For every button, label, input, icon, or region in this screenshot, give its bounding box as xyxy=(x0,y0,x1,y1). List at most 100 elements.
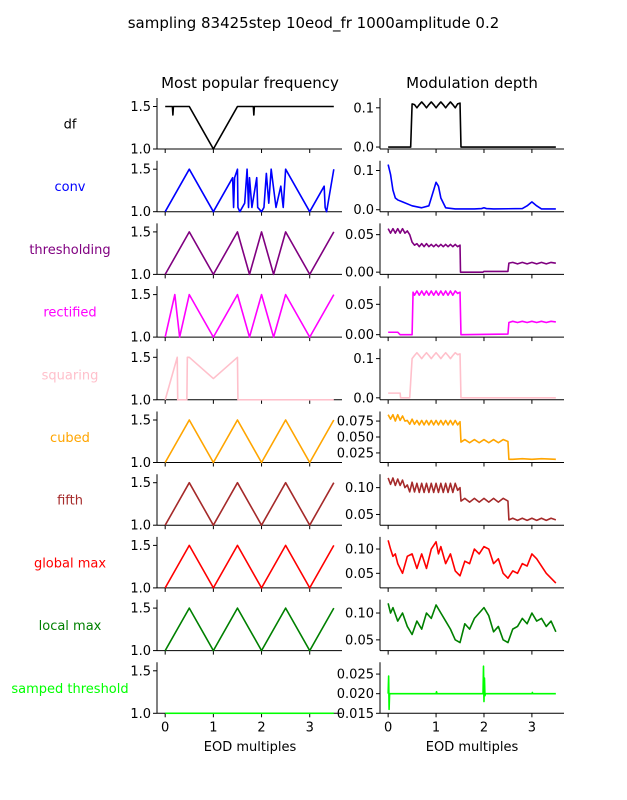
freq-panel-thresholding: 1.0 1.5 xyxy=(130,223,342,283)
freq-panel-conv: 1.0 1.5 xyxy=(130,160,342,220)
y-tick-label: 0.1 xyxy=(353,101,374,116)
left-xlabel: EOD multiples xyxy=(204,740,297,755)
depth-panel-samped-threshold: 0.015 0.020 0.025 0 1 2 3 xyxy=(337,662,564,735)
y-tick-label: 1.5 xyxy=(130,100,151,115)
freq-panel-squaring: 1.0 1.5 xyxy=(130,348,342,408)
y-tick-label: 0.05 xyxy=(345,228,374,243)
row-label-df: df xyxy=(64,118,77,133)
freq-panel-global-max: 1.0 1.5 xyxy=(130,536,342,596)
depth-series-conv xyxy=(387,164,556,210)
depth-panel-global-max: 0.05 0.10 xyxy=(345,536,564,592)
y-tick-label: 0.05 xyxy=(345,567,374,582)
x-tick-label: 3 xyxy=(528,720,536,735)
depth-panel-squaring: 0.0 0.1 xyxy=(353,348,564,406)
freq-panel-samped-threshold: 1.0 1.5 0 1 2 3 xyxy=(130,662,342,735)
row-label-cubed: cubed xyxy=(50,431,90,446)
y-tick-label: 0.05 xyxy=(345,298,374,313)
row-label-squaring: squaring xyxy=(42,368,99,383)
depth-panel-thresholding: 0.00 0.05 xyxy=(345,223,564,281)
freq-series-global-max xyxy=(164,544,335,589)
y-tick-label: 0.025 xyxy=(337,446,374,461)
depth-series-fifth xyxy=(387,477,557,522)
y-tick-label: 0.05 xyxy=(345,508,374,523)
depth-panel-fifth: 0.05 0.10 xyxy=(345,474,564,530)
depth-panel-rectified: 0.00 0.05 xyxy=(345,286,564,343)
y-tick-label: 0.050 xyxy=(337,431,374,446)
x-tick-label: 2 xyxy=(257,720,265,735)
freq-series-fifth xyxy=(164,481,335,527)
depth-series-cubed xyxy=(387,413,556,461)
row-label-fifth: fifth xyxy=(57,494,83,509)
y-tick-label: 0.0 xyxy=(353,141,374,156)
x-tick-label: 0 xyxy=(384,720,392,735)
row-label-conv: conv xyxy=(54,180,85,195)
y-tick-label: 1.0 xyxy=(130,268,151,283)
depth-series-squaring xyxy=(388,351,556,399)
y-tick-label: 1.5 xyxy=(130,539,151,554)
y-tick-label: 1.0 xyxy=(130,393,151,408)
freq-panel-fifth: 1.0 1.5 xyxy=(130,474,342,534)
freq-series-df xyxy=(165,105,334,150)
freq-series-rectified xyxy=(164,293,335,338)
row-label-global-max: global max xyxy=(34,556,106,571)
y-tick-label: 1.0 xyxy=(130,519,151,534)
depth-series-samped-threshold xyxy=(387,665,556,711)
y-tick-label: 1.5 xyxy=(130,225,151,240)
row-label-rectified: rectified xyxy=(43,306,96,321)
y-tick-label: 0.015 xyxy=(337,707,374,722)
depth-panel-df: 0.0 0.1 xyxy=(353,98,564,156)
depth-series-rectified xyxy=(388,290,556,336)
y-tick-label: 1.5 xyxy=(130,476,151,491)
freq-series-local-max xyxy=(164,607,335,652)
y-tick-label: 0.075 xyxy=(337,415,374,430)
freq-panel-df: 1.0 1.5 xyxy=(130,98,342,158)
y-tick-label: 1.0 xyxy=(130,581,151,596)
y-tick-label: 1.5 xyxy=(130,288,151,303)
row-label-thresholding: thresholding xyxy=(29,243,110,258)
depth-series-df xyxy=(388,101,556,148)
freq-series-conv xyxy=(164,168,335,213)
depth-series-global-max xyxy=(387,540,557,584)
y-tick-label: 0.10 xyxy=(345,607,374,622)
y-tick-label: 0.00 xyxy=(345,328,374,343)
y-tick-label: 1.5 xyxy=(130,414,151,429)
depth-panel-local-max: 0.05 0.10 xyxy=(345,599,564,655)
y-tick-label: 0.10 xyxy=(345,543,374,558)
y-tick-label: 0.00 xyxy=(345,266,374,281)
freq-series-thresholding xyxy=(164,231,335,276)
depth-panel-conv: 0.0 0.1 xyxy=(353,160,564,218)
freq-series-cubed xyxy=(164,419,335,464)
x-tick-label: 2 xyxy=(480,720,488,735)
y-tick-label: 1.0 xyxy=(130,331,151,346)
depth-series-local-max xyxy=(387,603,557,644)
x-tick-label: 3 xyxy=(306,720,314,735)
y-tick-label: 1.5 xyxy=(130,163,151,178)
freq-panel-local-max: 1.0 1.5 xyxy=(130,599,342,659)
y-tick-label: 1.0 xyxy=(130,143,151,158)
y-tick-label: 0.1 xyxy=(353,164,374,179)
y-tick-label: 0.0 xyxy=(353,391,374,406)
left-column-title: Most popular frequency xyxy=(161,74,339,92)
x-tick-label: 1 xyxy=(209,720,217,735)
y-tick-label: 1.0 xyxy=(130,644,151,659)
y-tick-label: 1.5 xyxy=(130,351,151,366)
y-tick-label: 1.0 xyxy=(130,205,151,220)
row-label-local-max: local max xyxy=(39,619,102,634)
y-tick-label: 0.10 xyxy=(345,481,374,496)
right-column-title: Modulation depth xyxy=(406,74,538,92)
y-tick-label: 1.0 xyxy=(130,456,151,471)
y-tick-label: 0.0 xyxy=(353,203,374,218)
figure-suptitle: sampling 83425step 10eod_fr 1000amplitud… xyxy=(128,14,500,33)
y-tick-label: 0.025 xyxy=(337,668,374,683)
freq-panel-rectified: 1.0 1.5 xyxy=(130,286,342,346)
y-tick-label: 1.5 xyxy=(130,664,151,679)
x-tick-label: 1 xyxy=(432,720,440,735)
freq-series-squaring xyxy=(164,356,334,401)
row-label-samped-threshold: samped threshold xyxy=(11,682,128,697)
y-tick-label: 0.05 xyxy=(345,633,374,648)
y-tick-label: 0.020 xyxy=(337,687,374,702)
depth-series-thresholding xyxy=(387,227,556,273)
freq-panel-cubed: 1.0 1.5 xyxy=(130,411,342,471)
